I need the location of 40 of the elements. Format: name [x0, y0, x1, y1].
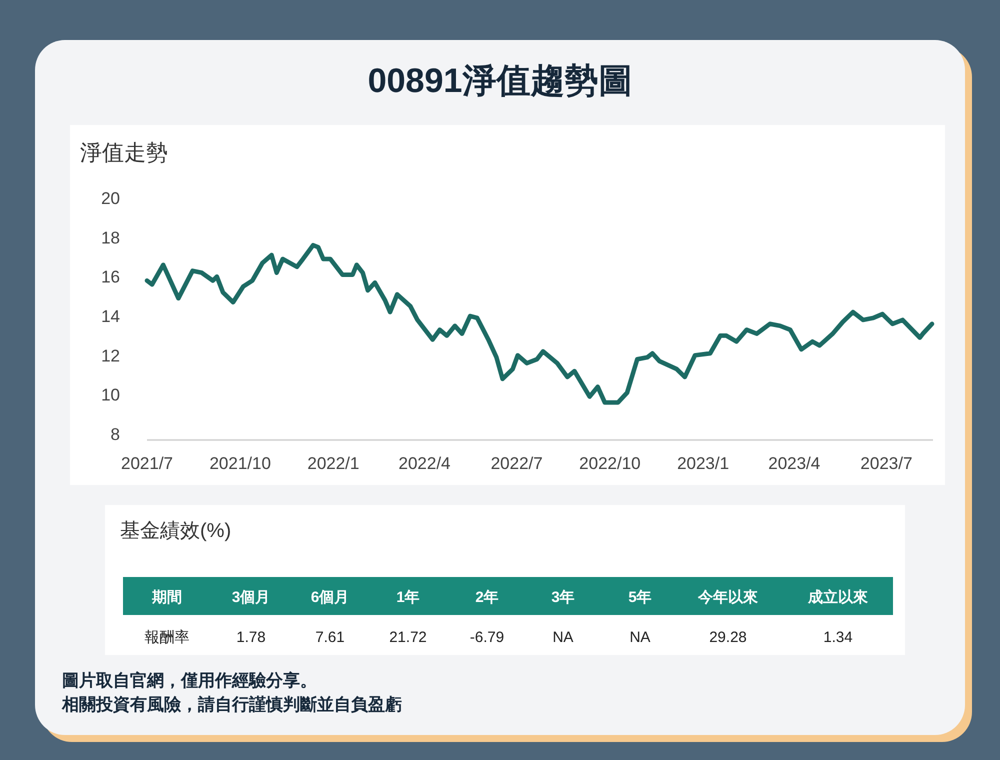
x-tick-label: 2022/10	[579, 454, 641, 473]
text: 7.61	[315, 629, 345, 646]
category-label: 3年	[551, 589, 575, 606]
y-tick-label: 20	[101, 189, 120, 208]
category-label: 1年	[396, 589, 420, 606]
text: 圖片取自官網，僅用作經驗分享。	[62, 671, 317, 690]
category-label: 6個月	[310, 589, 350, 606]
x-tick-label: 2022/1	[307, 454, 360, 473]
text: 期間	[151, 589, 182, 606]
text: 1.34	[823, 629, 853, 646]
y-tick-label: 12	[101, 346, 120, 366]
chart-title: 00891淨值趨勢圖	[368, 62, 632, 100]
category-label: 今年以來	[697, 589, 759, 606]
text: NA	[630, 629, 650, 646]
text: 報酬率	[144, 629, 190, 646]
y-tick-label: 8	[110, 425, 120, 444]
y-tick-label: 18	[101, 228, 120, 248]
x-tick-label: 2023/4	[768, 454, 820, 473]
x-tick-label: 2021/10	[209, 454, 271, 473]
text: 1.78	[236, 629, 266, 646]
y-tick-label: 16	[101, 268, 120, 287]
category-label: 3個月	[232, 589, 270, 606]
category-label: 成立以來	[807, 588, 869, 606]
line-series	[144, 242, 934, 405]
text: 基金績效(%)	[120, 520, 232, 542]
text: 29.28	[709, 629, 747, 646]
text: NA	[552, 629, 574, 646]
x-tick-label: 2022/7	[490, 454, 543, 473]
y-tick-label: 14	[101, 307, 120, 326]
text: -6.79	[470, 629, 504, 646]
x-tick-label: 2023/1	[677, 454, 730, 473]
text: 相關投資有風險，請自行謹慎判斷並自負盈虧	[61, 695, 402, 714]
x-tick-label: 2023/7	[860, 454, 912, 473]
category-label: 2年	[475, 589, 499, 606]
text: 21.72	[389, 629, 427, 646]
x-tick-label: 2021/7	[121, 454, 173, 473]
x-tick-label: 2022/4	[398, 454, 451, 473]
y-tick-label: 10	[101, 386, 120, 405]
chart-subtitle: 淨值走勢	[80, 140, 168, 165]
category-label: 5年	[628, 589, 652, 606]
